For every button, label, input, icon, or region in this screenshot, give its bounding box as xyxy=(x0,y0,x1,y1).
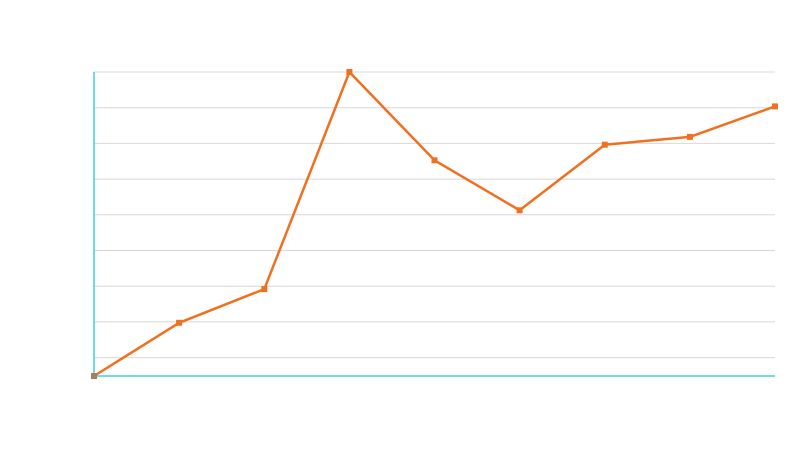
data-point-8 xyxy=(772,103,778,110)
data-point-6 xyxy=(601,141,608,148)
data-point-1 xyxy=(176,319,183,326)
series-group xyxy=(91,69,778,379)
axes xyxy=(93,72,775,377)
data-point-7 xyxy=(686,133,693,140)
data-point-2 xyxy=(261,286,268,293)
data-point-3 xyxy=(346,69,353,75)
grid-lines xyxy=(94,71,775,359)
data-point-0 xyxy=(91,373,97,379)
data-point-4 xyxy=(431,157,438,164)
data-point-5 xyxy=(516,207,523,214)
series-line-0 xyxy=(93,70,776,378)
